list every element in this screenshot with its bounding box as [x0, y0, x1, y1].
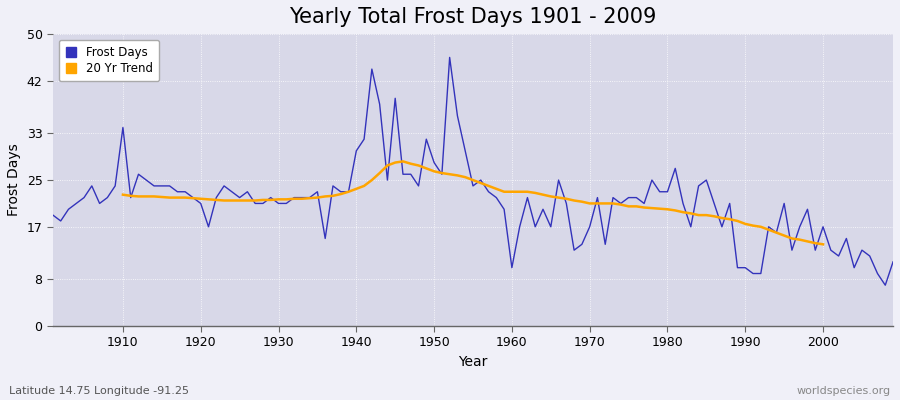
Legend: Frost Days, 20 Yr Trend: Frost Days, 20 Yr Trend	[58, 40, 159, 81]
20 Yr Trend	[296, 196, 307, 201]
Frost Days	[887, 260, 898, 264]
20 Yr Trend	[203, 197, 214, 202]
Frost Days	[514, 224, 525, 229]
X-axis label: Year: Year	[458, 355, 488, 369]
Frost Days	[880, 283, 891, 288]
Title: Yearly Total Frost Days 1901 - 2009: Yearly Total Frost Days 1901 - 2009	[289, 7, 657, 27]
Frost Days	[110, 184, 121, 188]
Frost Days	[608, 195, 618, 200]
Frost Days	[328, 184, 338, 188]
20 Yr Trend	[716, 216, 727, 220]
Text: worldspecies.org: worldspecies.org	[796, 386, 891, 396]
Text: Latitude 14.75 Longitude -91.25: Latitude 14.75 Longitude -91.25	[9, 386, 189, 396]
20 Yr Trend	[817, 242, 828, 247]
Y-axis label: Frost Days: Frost Days	[7, 144, 21, 216]
Frost Days	[445, 55, 455, 60]
Frost Days	[507, 265, 517, 270]
20 Yr Trend	[810, 241, 821, 246]
20 Yr Trend	[802, 239, 813, 244]
Frost Days	[281, 201, 292, 206]
20 Yr Trend	[281, 197, 292, 202]
Line: Frost Days: Frost Days	[53, 58, 893, 285]
Line: 20 Yr Trend: 20 Yr Trend	[123, 161, 823, 244]
20 Yr Trend	[398, 159, 409, 164]
20 Yr Trend	[118, 192, 129, 197]
Frost Days	[48, 213, 58, 218]
